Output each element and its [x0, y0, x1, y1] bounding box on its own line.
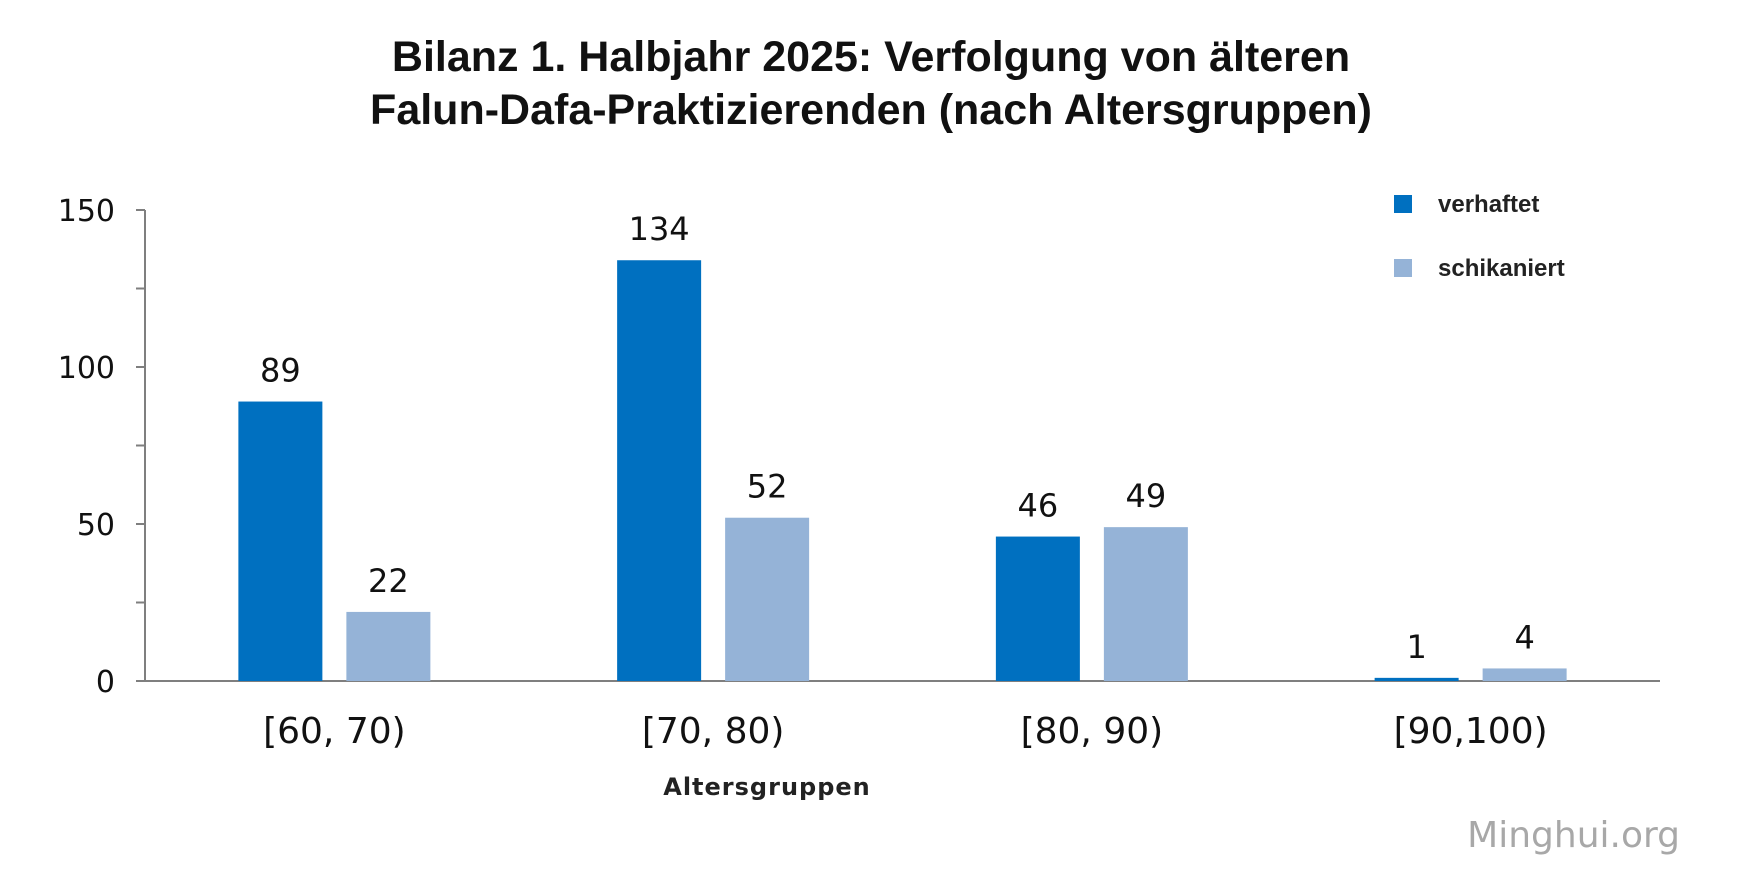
bar-verhaftet: [238, 401, 323, 681]
chart-title-line-2: Falun-Dafa-Praktizierenden (nach Altersg…: [370, 86, 1372, 134]
bar-schikaniert: [1103, 527, 1188, 681]
bar-verhaftet: [995, 536, 1080, 681]
chart-title-line-1: Bilanz 1. Halbjahr 2025: Verfolgung von …: [391, 33, 1351, 81]
bar-schikaniert: [725, 517, 810, 681]
y-tick-label: 100: [58, 351, 115, 386]
x-category-label: [60, 70): [263, 711, 406, 752]
x-axis-title: Altersgruppen: [663, 773, 871, 801]
legend-label: verhaftet: [1438, 191, 1539, 218]
legend-swatch-verhaftet: [1394, 195, 1412, 213]
bar-schikaniert: [1482, 668, 1567, 681]
legend-label: schikaniert: [1438, 255, 1565, 282]
legend-swatch-schikaniert: [1394, 259, 1412, 277]
x-category-label: [90,100): [1394, 711, 1548, 752]
data-label: 46: [1018, 487, 1059, 525]
bar-verhaftet: [617, 260, 702, 681]
data-label: 89: [260, 352, 301, 390]
y-tick-label: 150: [58, 194, 115, 229]
x-category-label: [80, 90): [1021, 711, 1164, 752]
data-label: 52: [747, 468, 788, 506]
data-label: 22: [368, 562, 409, 600]
data-label: 134: [629, 210, 690, 248]
bar-schikaniert: [346, 611, 431, 681]
y-tick-label: 0: [96, 665, 115, 700]
data-label: 49: [1126, 477, 1167, 515]
bar-verhaftet: [1374, 677, 1459, 681]
watermark: Minghui.org: [1467, 815, 1680, 856]
data-label: 1: [1406, 628, 1426, 666]
x-category-label: [70, 80): [642, 711, 785, 752]
data-label: 4: [1514, 618, 1534, 656]
y-tick-label: 50: [77, 508, 115, 543]
